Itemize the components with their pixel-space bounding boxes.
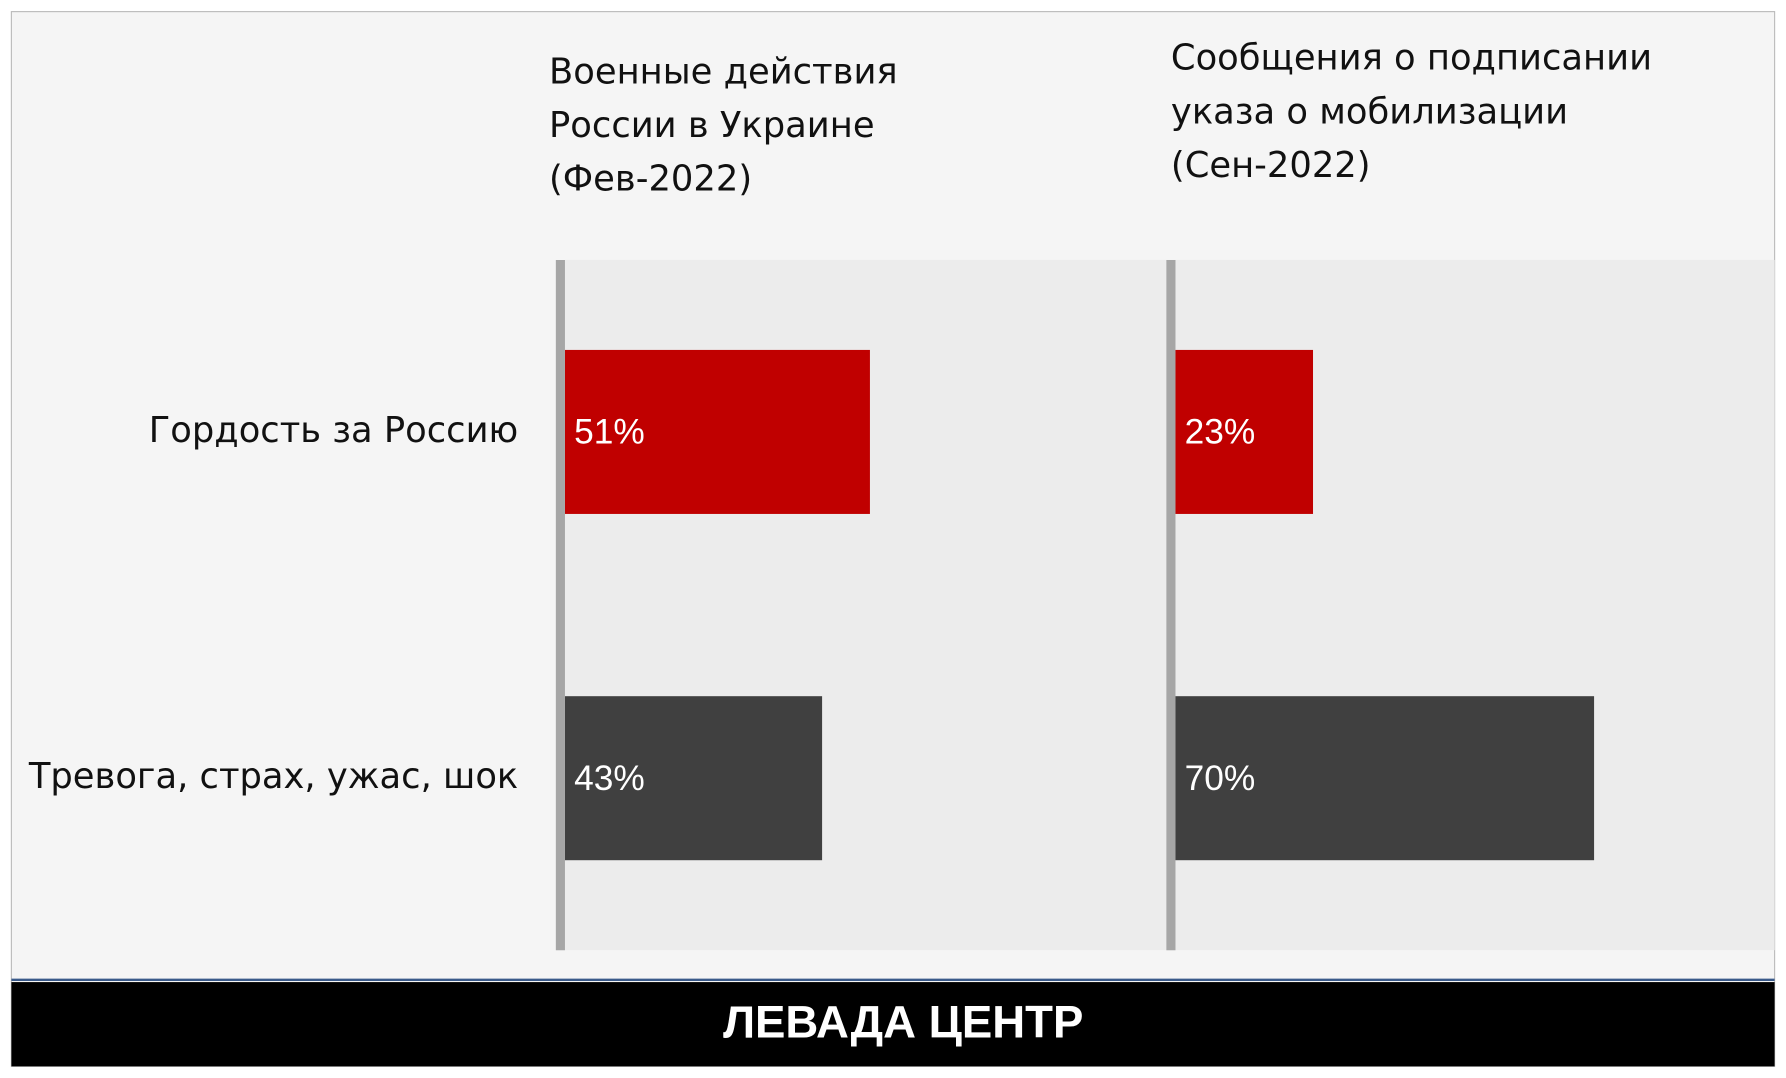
value-label: 23% [1185,413,1256,452]
category-label: Тревога, страх, ужас, шок [28,756,518,797]
bar [1175,696,1595,861]
bar [564,349,870,514]
bar [1175,349,1314,514]
value-label: 51% [574,413,645,452]
panel-title-box: Военные действия России в Украине (Фев-2… [549,51,898,200]
bar [564,696,823,861]
panel-title-box: Сообщения о подписании указа о мобилизац… [1170,37,1653,186]
panel-title: Сообщения о подписании указа о мобилизац… [1170,37,1653,186]
value-label: 43% [574,759,645,798]
footer-bar [11,982,1775,1067]
category-label: Гордость за Россию [149,410,518,451]
panel-title: Военные действия России в Украине (Фев-2… [549,51,898,200]
footer-text: ЛЕВАДА ЦЕНТР [723,996,1083,1047]
value-label: 70% [1185,759,1256,798]
